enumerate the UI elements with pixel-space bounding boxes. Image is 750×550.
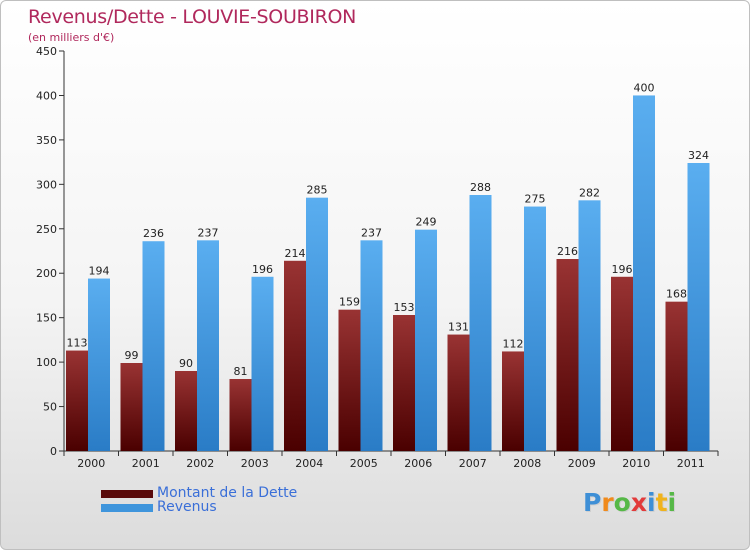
bar-revenus	[306, 197, 328, 451]
data-label: 99	[125, 349, 139, 362]
bar-revenus	[88, 278, 110, 451]
x-tick-label: 2007	[459, 457, 487, 470]
bar-revenus	[360, 240, 383, 451]
data-label: 282	[579, 186, 600, 199]
data-label: 196	[612, 263, 633, 276]
data-label: 131	[448, 321, 469, 334]
data-label: 113	[67, 337, 88, 350]
bar-dette	[175, 371, 197, 451]
bar-dette	[611, 276, 633, 451]
legend-swatch-revenus	[101, 504, 153, 512]
y-tick-label: 150	[36, 312, 57, 325]
logo-letter: x	[630, 488, 647, 517]
proxiti-logo: Proxiti	[583, 488, 676, 517]
y-tick-label: 450	[36, 45, 57, 58]
bar-revenus	[415, 229, 437, 451]
bar-dette	[502, 351, 524, 451]
bar-revenus	[142, 241, 165, 451]
y-tick-label: 250	[36, 223, 57, 236]
bar-dette	[338, 309, 361, 451]
data-labels: 113 99 90 81 214 159 153 131 112 216 196 168 194 236 2…	[67, 81, 710, 378]
x-tick-label: 2011	[677, 457, 705, 470]
x-tick-label: 2000	[77, 457, 105, 470]
data-label: 400	[634, 81, 655, 94]
data-label: 237	[198, 226, 219, 239]
data-label: 196	[252, 263, 273, 276]
chart-subtitle: (en milliers d'€)	[28, 31, 115, 44]
data-label: 159	[339, 296, 360, 309]
y-tick-label: 0	[50, 445, 57, 458]
data-label: 81	[234, 365, 248, 378]
y-tick-label: 200	[36, 267, 57, 280]
logo-letter: o	[613, 488, 631, 517]
data-label: 275	[525, 193, 546, 206]
bar-revenus	[687, 163, 710, 451]
x-tick-label: 2009	[568, 457, 596, 470]
x-tick-label: 2001	[132, 457, 160, 470]
y-axis: 0 50 100 150 200 250 300 350 400 450	[36, 45, 65, 458]
bar-dette	[447, 334, 470, 451]
bar-dette	[229, 379, 252, 451]
x-tick-label: 2005	[350, 457, 378, 470]
data-label: 288	[470, 181, 491, 194]
legend-label-debt: Montant de la Dette	[157, 485, 298, 501]
bar-dette	[556, 259, 579, 451]
bar-revenus	[524, 206, 546, 451]
data-label: 249	[416, 216, 437, 229]
logo-letter: r	[601, 488, 614, 517]
bar-dette	[66, 350, 88, 451]
data-label: 236	[143, 227, 164, 240]
data-label: 112	[503, 337, 524, 350]
x-tick-label: 2006	[404, 457, 432, 470]
x-tick-label: 2008	[513, 457, 541, 470]
legend-swatch-debt	[101, 490, 153, 498]
data-label: 214	[285, 247, 306, 260]
x-tick-label: 2010	[622, 457, 650, 470]
bar-dette	[393, 315, 415, 451]
x-tick-label: 2004	[295, 457, 323, 470]
y-tick-label: 100	[36, 356, 57, 369]
data-label: 324	[688, 149, 709, 162]
logo-letter: i	[667, 488, 677, 517]
bar-revenus	[197, 240, 219, 451]
logo-letter: t	[655, 488, 668, 517]
bar-dette	[665, 301, 688, 451]
x-axis: 2000 2001 2002 2003 2004 2005 2006 2007 2008 2009…	[63, 450, 719, 470]
data-label: 216	[557, 245, 578, 258]
y-tick-label: 400	[36, 89, 57, 102]
bar-dette	[120, 363, 143, 451]
data-label: 90	[179, 357, 193, 370]
data-label: 237	[361, 226, 382, 239]
data-label: 285	[307, 184, 328, 197]
x-tick-label: 2002	[186, 457, 214, 470]
bar-revenus	[251, 276, 274, 451]
chart-title: Revenus/Dette - LOUVIE-SOUBIRON	[28, 6, 357, 28]
logo-letter: i	[647, 488, 656, 517]
data-label: 153	[394, 301, 415, 314]
y-tick-label: 50	[43, 401, 57, 414]
bars	[66, 95, 710, 451]
bar-revenus	[469, 195, 492, 451]
y-tick-label: 300	[36, 178, 57, 191]
x-tick-label: 2003	[241, 457, 269, 470]
data-label: 168	[666, 288, 687, 301]
legend-label-revenus: Revenus	[157, 499, 217, 515]
bar-revenus	[578, 200, 601, 451]
bar-dette	[284, 260, 306, 451]
data-label: 194	[89, 265, 110, 278]
logo-letter: P	[583, 488, 602, 517]
y-tick-label: 350	[36, 134, 57, 147]
bar-revenus	[633, 95, 655, 451]
